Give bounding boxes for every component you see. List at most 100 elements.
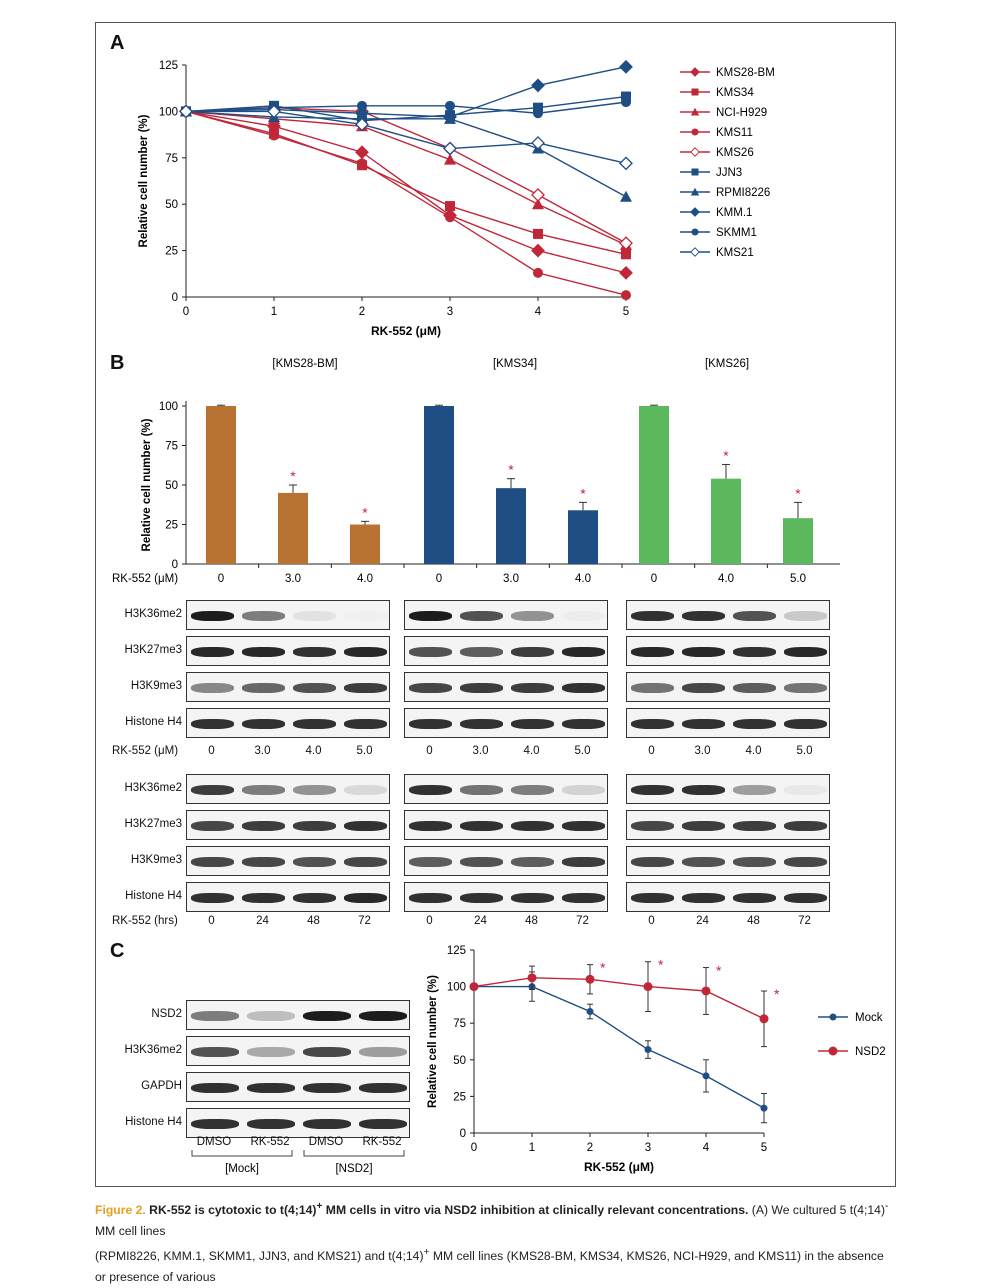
- blot-band: [630, 647, 675, 657]
- b-time-lane-label: 0: [208, 915, 215, 927]
- a-legend-label: KMM.1: [716, 207, 752, 219]
- blot-band: [510, 611, 555, 621]
- figure-caption: Figure 2. RK-552 is cytotoxic to t(4;14)…: [95, 1196, 895, 1288]
- blot-strip: [404, 882, 608, 912]
- blot-band: [681, 611, 726, 621]
- blot-band: [241, 857, 286, 867]
- a-series-KMS21: [179, 104, 633, 171]
- blot-band: [302, 1047, 352, 1057]
- blot-band: [510, 821, 555, 831]
- blot-band: [343, 821, 388, 831]
- blot-band: [302, 1011, 352, 1021]
- a-data-point: [531, 188, 545, 202]
- a-legend-entry: KMM.1: [680, 207, 752, 219]
- a-y-tick-label: 25: [165, 246, 178, 258]
- c-lane-label: DMSO: [308, 1136, 344, 1148]
- blot-band: [783, 647, 828, 657]
- blot-band: [459, 647, 504, 657]
- c-y-axis-label: Relative cell number (%): [427, 975, 439, 1108]
- a-data-point: [357, 100, 367, 111]
- blot-band: [510, 719, 555, 729]
- b-blot-row-label: H3K27me3: [124, 818, 182, 830]
- b-blot-row-label: Histone H4: [125, 716, 182, 728]
- blot-band: [510, 785, 555, 795]
- c-data-point: [702, 1072, 710, 1080]
- blot-strip: [186, 672, 390, 702]
- a-legend-marker: [691, 128, 699, 136]
- a-series-line: [185, 101, 627, 114]
- blot-band: [408, 611, 453, 621]
- b-category-label: 5.0: [790, 573, 806, 585]
- blot-strip: [186, 846, 390, 876]
- blot-band: [190, 785, 235, 795]
- c-group-brackets: [Mock] [NSD2]: [191, 1150, 405, 1175]
- blot-band: [630, 611, 675, 621]
- blot-band: [459, 821, 504, 831]
- blot-band: [732, 785, 777, 795]
- blot-strip: [404, 846, 608, 876]
- blot-band: [343, 647, 388, 657]
- a-data-point: [619, 59, 633, 74]
- a-data-point: [357, 158, 367, 169]
- blot-band: [408, 647, 453, 657]
- blot-band: [408, 683, 453, 693]
- b-blot-row-label: H3K9me3: [130, 854, 182, 866]
- blot-band: [732, 821, 777, 831]
- b-time-lane-label: 72: [798, 915, 811, 927]
- blot-strip: [626, 708, 830, 738]
- blot-strip: [404, 672, 608, 702]
- c-data-point: [759, 1014, 769, 1024]
- b-significance-star: *: [508, 462, 514, 478]
- a-series-line: [185, 110, 627, 246]
- blot-band: [732, 719, 777, 729]
- blot-band: [510, 857, 555, 867]
- a-data-point: [532, 198, 544, 210]
- a-legend-marker: [690, 107, 700, 116]
- b-time-lane-label: 24: [696, 915, 709, 927]
- blot-band: [343, 785, 388, 795]
- panel-a-letter: A: [110, 32, 125, 54]
- b-group-title: [KMS34]: [493, 358, 537, 370]
- b-dose-row-label: RK-552 (μM): [112, 745, 179, 757]
- b-dose-lane-label: 3.0: [472, 745, 489, 757]
- blot-strip: [626, 882, 830, 912]
- blot-strip: [186, 1072, 410, 1102]
- b-significance-star: *: [362, 504, 368, 520]
- blot-band: [630, 821, 675, 831]
- blot-band: [292, 893, 337, 903]
- a-data-point: [621, 249, 631, 260]
- blot-strip: [404, 636, 608, 666]
- blot-band: [190, 857, 235, 867]
- b-dose-lane-label: 4.0: [523, 745, 540, 757]
- blot-band: [292, 611, 337, 621]
- blot-band: [732, 611, 777, 621]
- blot-strip: [186, 882, 390, 912]
- blot-band: [459, 683, 504, 693]
- b-dose-lane-label: 4.0: [745, 745, 762, 757]
- a-data-point: [269, 130, 279, 141]
- a-series-line: [185, 95, 627, 122]
- a-legend-label: KMS28-BM: [716, 67, 775, 79]
- a-legend-label: NCI-H929: [716, 107, 767, 119]
- blot-strip: [626, 672, 830, 702]
- a-data-point: [267, 104, 281, 119]
- caption-body-sup: -: [885, 1201, 889, 1212]
- blot-band: [783, 683, 828, 693]
- blot-band: [510, 647, 555, 657]
- a-legend-marker: [690, 207, 700, 217]
- blot-band: [241, 821, 286, 831]
- blot-band: [190, 683, 235, 693]
- b-bar: [783, 518, 813, 564]
- a-legend-label: RPMI8226: [716, 187, 770, 199]
- b-bar: [568, 510, 598, 564]
- b-category-label: 4.0: [357, 573, 373, 585]
- blot-band: [561, 647, 606, 657]
- b-y-axis-label: Relative cell number (%): [141, 418, 153, 551]
- blot-band: [246, 1011, 296, 1021]
- b-dose-lane-label: 5.0: [356, 745, 373, 757]
- a-data-point: [355, 117, 369, 132]
- b-category-label: 0: [651, 573, 657, 585]
- b-blot-row-label: H3K36me2: [124, 608, 182, 620]
- blot-band: [190, 719, 235, 729]
- blot-band: [681, 893, 726, 903]
